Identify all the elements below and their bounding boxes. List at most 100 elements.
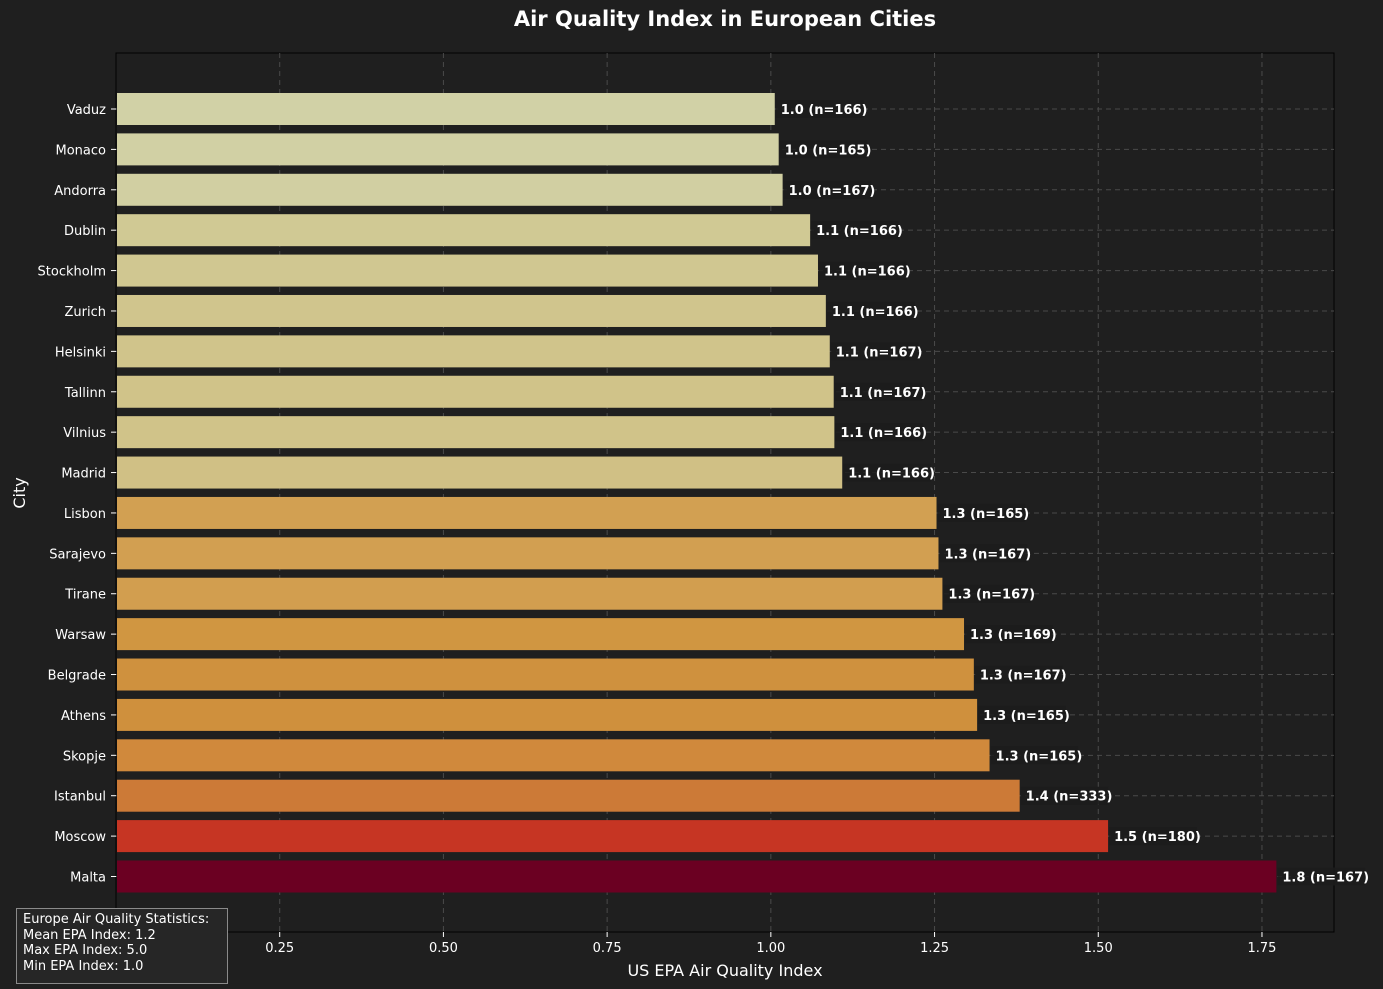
bar-value-label: 1.1 (n=166) bbox=[824, 265, 911, 280]
bar bbox=[117, 456, 843, 489]
bar-label-box bbox=[1109, 827, 1197, 846]
y-axis-label: City bbox=[10, 477, 29, 508]
y-tick-label: Lisbon bbox=[64, 507, 106, 522]
bar bbox=[117, 335, 830, 368]
x-tick-label: 0.25 bbox=[265, 941, 294, 956]
bar-label-box bbox=[937, 503, 1026, 522]
bar-value-label: 1.3 (n=165) bbox=[943, 507, 1030, 522]
bar-label-box bbox=[775, 100, 864, 118]
bar-label-box bbox=[835, 423, 924, 442]
y-tick-label: Helsinki bbox=[55, 345, 106, 360]
y-tick-label: Andorra bbox=[54, 184, 106, 199]
y-tick-label: Moscow bbox=[54, 830, 106, 845]
y-tick-label: Athens bbox=[61, 709, 106, 724]
bar bbox=[117, 779, 1020, 812]
y-tick-label: Dublin bbox=[64, 224, 106, 239]
bar bbox=[117, 739, 990, 772]
bar-value-label: 1.3 (n=167) bbox=[948, 588, 1035, 603]
bar-label-box bbox=[1020, 786, 1109, 805]
bar-label-box bbox=[811, 221, 899, 240]
y-tick-label: Warsaw bbox=[55, 628, 106, 643]
bar-value-label: 1.1 (n=167) bbox=[836, 345, 923, 360]
bar-value-label: 1.3 (n=169) bbox=[970, 628, 1057, 643]
bar-value-label: 1.1 (n=166) bbox=[816, 224, 903, 239]
bar-label-box bbox=[1277, 867, 1366, 886]
x-tick-label: 1.50 bbox=[1084, 941, 1113, 956]
chart-title: Air Quality Index in European Cities bbox=[514, 7, 936, 31]
bar-value-label: 1.1 (n=166) bbox=[848, 467, 935, 482]
bar bbox=[117, 618, 965, 651]
bar-label-box bbox=[783, 180, 872, 199]
stats-mean: Mean EPA Index: 1.2 bbox=[23, 927, 156, 943]
x-axis-ticks: 0.25 0.50 0.75 1.00 1.25 1.50 1.75 bbox=[265, 932, 1276, 956]
bar bbox=[117, 860, 1277, 893]
x-axis-label: US EPA Air Quality Index bbox=[627, 961, 822, 980]
bar bbox=[117, 658, 974, 691]
bar-value-label: 1.0 (n=166) bbox=[781, 103, 868, 118]
x-tick-label: 1.25 bbox=[920, 941, 949, 956]
bar-label-box bbox=[978, 705, 1066, 724]
bar-value-label: 1.3 (n=165) bbox=[996, 749, 1083, 764]
bar bbox=[117, 133, 779, 166]
x-tick-label: 0.50 bbox=[429, 941, 458, 956]
bar bbox=[117, 416, 835, 449]
y-tick-label: Tirane bbox=[64, 588, 106, 603]
bar-label-box bbox=[826, 301, 915, 320]
y-tick-label: Vaduz bbox=[67, 103, 106, 118]
bar bbox=[117, 537, 939, 570]
y-tick-label: Vilnius bbox=[63, 426, 106, 441]
x-tick-label: 1.00 bbox=[756, 941, 785, 956]
bar-value-label: 1.0 (n=165) bbox=[785, 143, 872, 158]
bar bbox=[117, 375, 834, 408]
y-tick-label: Sarajevo bbox=[49, 547, 106, 562]
bar bbox=[117, 173, 783, 206]
bar-label-box bbox=[943, 584, 1032, 603]
bar-value-label: 1.3 (n=165) bbox=[983, 709, 1070, 724]
bar bbox=[117, 577, 943, 610]
bar bbox=[117, 820, 1109, 853]
stats-max: Max EPA Index: 5.0 bbox=[23, 943, 148, 958]
y-tick-label: Stockholm bbox=[38, 265, 106, 280]
y-tick-label: Monaco bbox=[56, 143, 107, 158]
bar bbox=[117, 698, 978, 731]
y-tick-label: Tallinn bbox=[64, 386, 106, 401]
bar-label-box bbox=[830, 342, 919, 361]
bar-value-label: 1.3 (n=167) bbox=[980, 669, 1067, 684]
stats-title: Europe Air Quality Statistics: bbox=[23, 912, 210, 927]
bar-label-box bbox=[990, 746, 1079, 765]
x-tick-label: 1.75 bbox=[1247, 941, 1276, 956]
bar-value-label: 1.3 (n=167) bbox=[944, 547, 1031, 562]
bar-value-label: 1.1 (n=166) bbox=[832, 305, 919, 320]
bar-label-box bbox=[939, 544, 1028, 563]
bar-value-label: 1.5 (n=180) bbox=[1114, 830, 1201, 845]
bar bbox=[117, 294, 826, 327]
bar-label-box bbox=[843, 463, 931, 482]
bar bbox=[117, 496, 937, 529]
y-tick-label: Malta bbox=[70, 871, 106, 886]
bar-label-box bbox=[779, 140, 868, 159]
bar-label-box bbox=[818, 261, 907, 280]
statistics-box: Europe Air Quality Statistics: Mean EPA … bbox=[16, 908, 228, 984]
y-tick-label: Belgrade bbox=[48, 669, 106, 684]
stats-min: Min EPA Index: 1.0 bbox=[23, 958, 144, 974]
bar bbox=[117, 254, 818, 287]
x-tick-label: 0.75 bbox=[593, 941, 622, 956]
bar bbox=[117, 214, 811, 247]
bar-value-label: 1.1 (n=167) bbox=[840, 386, 927, 401]
y-tick-label: Zurich bbox=[65, 305, 107, 320]
bar-labels-group: 1.0 (n=166) 1.0 (n=165) 1.0 (n=167) 1.1 (n=… bbox=[775, 100, 1369, 886]
y-axis-ticks: Vaduz Monaco Andorra Dublin Stockholm Zurich H… bbox=[38, 103, 116, 886]
y-tick-label: Istanbul bbox=[54, 790, 106, 805]
y-tick-label: Skopje bbox=[63, 749, 106, 764]
y-tick-label: Madrid bbox=[61, 467, 106, 482]
bar-label-box bbox=[834, 382, 923, 401]
bar-value-label: 1.8 (n=167) bbox=[1282, 871, 1369, 886]
bar bbox=[117, 93, 775, 125]
bar-value-label: 1.1 (n=166) bbox=[840, 426, 927, 441]
bar-label-box bbox=[965, 625, 1053, 644]
bar-value-label: 1.0 (n=167) bbox=[789, 184, 876, 199]
bar-value-label: 1.4 (n=333) bbox=[1026, 790, 1113, 805]
bars-group bbox=[117, 93, 1277, 893]
bar-label-box bbox=[974, 665, 1063, 684]
